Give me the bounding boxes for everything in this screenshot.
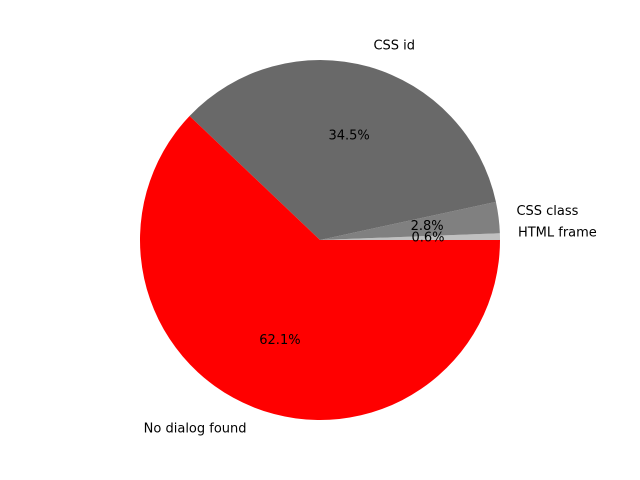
slice-percent-no-dialog-found: 62.1% [259, 333, 300, 348]
slice-percent-html-frame: 0.6% [411, 230, 444, 245]
slice-percent-css-id: 34.5% [328, 129, 369, 144]
pie-slice-css-id [189, 60, 496, 240]
pie-slices [140, 60, 501, 420]
pie-labels: HTML frame 0.6% CSS class 2.8% CSS id 34.5% No… [144, 38, 597, 436]
pie-slice-no-dialog-found [140, 115, 501, 420]
slice-label-css-id: CSS id [373, 38, 415, 53]
slice-label-html-frame: HTML frame [518, 225, 597, 240]
slice-percent-css-class: 2.8% [411, 219, 444, 234]
slice-label-no-dialog-found: No dialog found [144, 422, 247, 437]
slice-label-css-class: CSS class [516, 204, 578, 219]
pie-slice-html-frame [320, 233, 500, 240]
pie-slice-css-class [320, 201, 500, 240]
